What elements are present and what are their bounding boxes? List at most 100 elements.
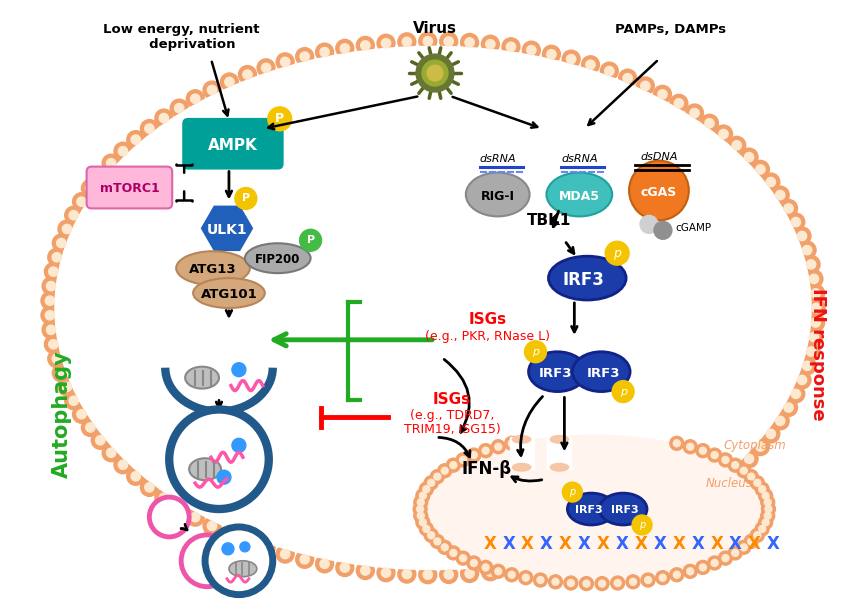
Circle shape [65, 392, 82, 410]
Circle shape [427, 65, 443, 81]
Circle shape [300, 52, 310, 61]
Circle shape [670, 503, 688, 521]
Circle shape [169, 409, 269, 509]
Ellipse shape [512, 435, 531, 444]
Circle shape [722, 457, 729, 463]
Circle shape [543, 553, 560, 571]
Circle shape [707, 448, 721, 462]
Text: X: X [748, 535, 761, 553]
Circle shape [805, 328, 823, 346]
Circle shape [86, 423, 95, 432]
Circle shape [427, 532, 434, 539]
Circle shape [641, 526, 650, 535]
Circle shape [52, 364, 70, 382]
Circle shape [65, 206, 82, 224]
Circle shape [508, 571, 515, 578]
Circle shape [687, 568, 694, 575]
Text: (e.g., TDRD7,: (e.g., TDRD7, [410, 409, 494, 422]
Circle shape [537, 577, 544, 584]
Circle shape [655, 571, 669, 584]
Text: (e.g., PKR, RNase L): (e.g., PKR, RNase L) [425, 331, 551, 343]
Circle shape [776, 416, 785, 425]
Circle shape [598, 580, 605, 587]
Circle shape [586, 547, 595, 556]
Text: X: X [616, 535, 629, 553]
Circle shape [300, 554, 310, 564]
Circle shape [705, 119, 714, 128]
Circle shape [340, 44, 349, 53]
Circle shape [441, 544, 448, 551]
Circle shape [316, 555, 334, 573]
Circle shape [243, 70, 252, 79]
Circle shape [760, 496, 775, 509]
Circle shape [381, 38, 391, 48]
Circle shape [45, 311, 55, 320]
Circle shape [586, 60, 595, 70]
Text: ULK1: ULK1 [206, 223, 247, 238]
Circle shape [562, 548, 580, 566]
Circle shape [44, 335, 62, 353]
Text: Nucleus: Nucleus [705, 477, 752, 490]
Circle shape [595, 577, 609, 590]
Circle shape [440, 32, 458, 50]
Circle shape [508, 440, 515, 447]
Circle shape [600, 62, 618, 80]
Circle shape [654, 221, 672, 239]
Circle shape [69, 211, 78, 220]
Circle shape [268, 107, 291, 131]
Circle shape [486, 40, 495, 49]
Circle shape [755, 522, 769, 536]
Ellipse shape [420, 434, 768, 584]
Circle shape [220, 525, 238, 543]
Circle shape [753, 479, 761, 486]
Circle shape [732, 140, 741, 150]
Circle shape [191, 94, 200, 103]
Circle shape [320, 47, 329, 57]
Circle shape [174, 503, 184, 512]
Circle shape [240, 542, 250, 552]
Circle shape [181, 535, 233, 587]
Circle shape [145, 483, 154, 492]
Circle shape [73, 405, 90, 423]
Text: X: X [559, 535, 572, 553]
Circle shape [356, 562, 375, 580]
Ellipse shape [466, 173, 530, 217]
Circle shape [605, 241, 629, 265]
Text: p: p [639, 520, 645, 530]
Text: TRIM19, ISG15): TRIM19, ISG15) [403, 423, 500, 436]
Circle shape [127, 467, 145, 485]
Circle shape [759, 489, 772, 503]
Circle shape [619, 529, 636, 547]
Circle shape [799, 357, 816, 375]
Circle shape [465, 38, 474, 47]
Circle shape [659, 574, 666, 581]
Circle shape [414, 496, 427, 509]
Circle shape [764, 512, 772, 519]
Text: X: X [578, 535, 590, 553]
Circle shape [56, 368, 66, 377]
Circle shape [737, 464, 751, 478]
Text: dsDNA: dsDNA [640, 152, 678, 161]
Text: Virus: Virus [413, 21, 457, 36]
Circle shape [174, 103, 184, 113]
Circle shape [107, 448, 116, 457]
Circle shape [296, 550, 314, 568]
Text: MDA5: MDA5 [559, 190, 600, 203]
Text: IRF3: IRF3 [576, 505, 603, 515]
Text: p: p [620, 386, 627, 397]
Circle shape [471, 452, 478, 458]
Circle shape [549, 575, 563, 589]
Text: P: P [242, 193, 250, 203]
Circle shape [481, 35, 499, 53]
Circle shape [47, 325, 55, 334]
Circle shape [467, 556, 481, 570]
Text: IRF3: IRF3 [538, 367, 572, 380]
Circle shape [654, 85, 671, 103]
Circle shape [86, 184, 95, 193]
Circle shape [424, 476, 438, 490]
Circle shape [232, 439, 246, 452]
Circle shape [402, 37, 412, 46]
Circle shape [186, 508, 205, 526]
Circle shape [632, 515, 652, 535]
Circle shape [456, 453, 470, 467]
